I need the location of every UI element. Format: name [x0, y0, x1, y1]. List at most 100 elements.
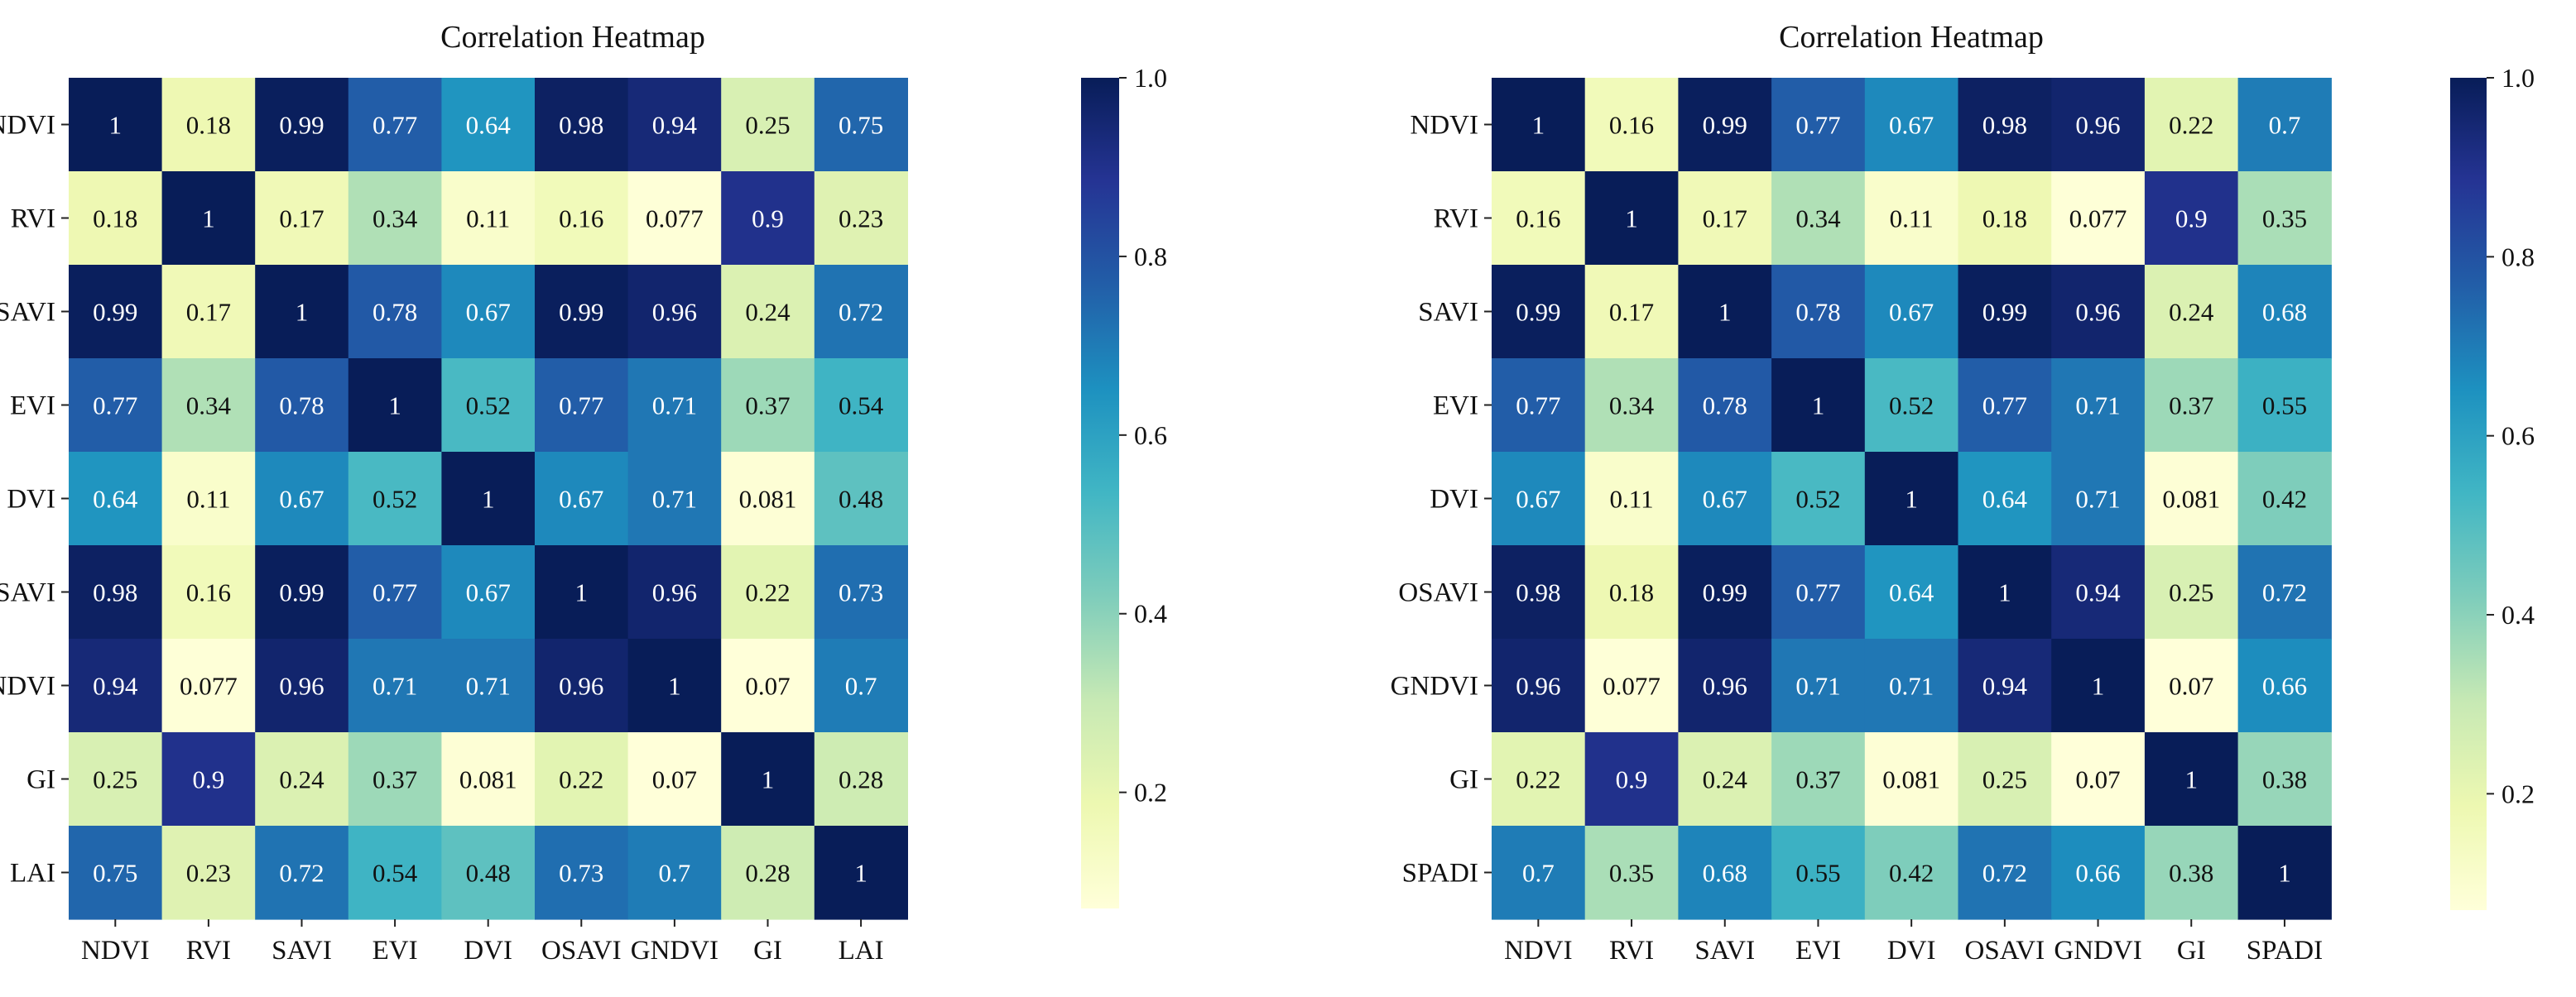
- heatmap-2-value-gi-gi: 1: [2185, 765, 2199, 794]
- heatmap-2-cell-evi-dvi: [1864, 358, 1959, 453]
- heatmap-1-value-rvi-dvi: 0.11: [466, 204, 510, 233]
- heatmap-1-value-gndvi-rvi: 0.077: [180, 672, 238, 701]
- heatmap-2-cell-spadi-ndvi: [1492, 826, 1586, 920]
- heatmap-1-cell-dvi-dvi: [441, 452, 536, 546]
- heatmap-1-value-savi-dvi: 0.67: [466, 298, 511, 327]
- heatmap-2-cell-spadi-savi: [1678, 826, 1772, 920]
- heatmap-1-colorbar-tick-label: 1.0: [1134, 63, 1167, 93]
- heatmap-1-cell-gndvi-savi: [255, 639, 349, 733]
- heatmap-1-value-savi-osavi: 0.99: [559, 298, 603, 327]
- heatmap-1-value-ndvi-ndvi: 1: [109, 111, 123, 140]
- heatmap-1-value-evi-rvi: 0.34: [186, 391, 232, 420]
- heatmap-1-cell-ndvi-gndvi: [627, 78, 722, 172]
- heatmap-1-cell-gndvi-ndvi: [69, 639, 163, 733]
- heatmap-2-value-gndvi-dvi: 0.71: [1889, 672, 1934, 701]
- heatmap-2-colorbar-tick-label: 0.8: [2502, 242, 2535, 271]
- heatmap-1-value-gi-gi: 1: [762, 765, 775, 794]
- heatmap-2-value-dvi-ndvi: 0.67: [1516, 485, 1560, 514]
- heatmap-1-value-osavi-gndvi: 0.96: [652, 578, 697, 607]
- heatmap-2-value-osavi-osavi: 1: [1998, 578, 2011, 607]
- heatmap-1-cell-savi-lai: [814, 265, 908, 359]
- heatmap-2-cell-gndvi-spadi: [2237, 639, 2332, 733]
- heatmap-2-value-ndvi-ndvi: 1: [1532, 111, 1545, 140]
- heatmap-2-value-spadi-rvi: 0.35: [1609, 859, 1654, 888]
- heatmap-2-cell-osavi-rvi: [1584, 545, 1679, 640]
- heatmap-2-cell-osavi-osavi: [1958, 545, 2052, 640]
- heatmap-2-colorbar-tick-label: 1.0: [2502, 63, 2535, 93]
- heatmap-2-value-dvi-evi: 0.52: [1795, 485, 1840, 514]
- heatmap-1-cell-evi-gi: [721, 358, 815, 453]
- heatmap-1-colorbar-tick-label: 0.4: [1134, 599, 1167, 629]
- heatmap-2-row-label-dvi: DVI: [1430, 485, 1478, 515]
- heatmap-1-value-osavi-osavi: 1: [575, 578, 589, 607]
- heatmap-2-col-label-gndvi: GNDVI: [2054, 936, 2141, 966]
- heatmap-1-cell-rvi-savi: [255, 171, 349, 266]
- heatmap-2-value-osavi-gndvi: 0.94: [2075, 578, 2121, 607]
- heatmap-2-col-label-savi: SAVI: [1694, 936, 1755, 966]
- heatmap-2-cell-dvi-savi: [1678, 452, 1772, 546]
- heatmap-1-cell-gndvi-gndvi: [627, 639, 722, 733]
- heatmap-1-value-lai-lai: 1: [854, 859, 867, 888]
- heatmap-2-cell-evi-rvi: [1584, 358, 1679, 453]
- heatmap-2-cell-gndvi-osavi: [1958, 639, 2052, 733]
- heatmap-2-cell-rvi-spadi: [2237, 171, 2332, 266]
- heatmap-1-cell-osavi-gi: [721, 545, 815, 640]
- heatmap-2-row-label-evi: EVI: [1433, 391, 1478, 421]
- heatmap-2-value-spadi-spadi: 1: [2278, 859, 2291, 888]
- heatmap-1-value-osavi-gi: 0.22: [745, 578, 790, 607]
- heatmap-1-cell-dvi-lai: [814, 452, 908, 546]
- heatmap-2-cell-ndvi-gndvi: [2051, 78, 2146, 172]
- heatmap-2-cell-savi-spadi: [2237, 265, 2332, 359]
- heatmap-1-cell-gndvi-dvi: [441, 639, 536, 733]
- heatmap-2-value-spadi-ndvi: 0.7: [1522, 859, 1555, 888]
- heatmap-1-value-rvi-osavi: 0.16: [559, 204, 603, 233]
- heatmap-1-cell-gi-savi: [255, 732, 349, 827]
- heatmap-2-value-gndvi-ndvi: 0.96: [1516, 672, 1560, 701]
- heatmap-1-cell-dvi-osavi: [535, 452, 629, 546]
- heatmap-2-value-rvi-gndvi: 0.077: [2069, 204, 2127, 233]
- heatmap-2-cell-gndvi-savi: [1678, 639, 1772, 733]
- heatmap-1-value-gi-osavi: 0.22: [559, 765, 603, 794]
- heatmap-2-cell-spadi-evi: [1771, 826, 1866, 920]
- heatmap-1-value-ndvi-rvi: 0.18: [186, 111, 231, 140]
- heatmap-1-col-label-ndvi: NDVI: [81, 936, 149, 966]
- heatmap-2-value-evi-evi: 1: [1812, 391, 1825, 420]
- heatmap-1-cell-lai-savi: [255, 826, 349, 920]
- heatmap-2-cell-spadi-dvi: [1864, 826, 1959, 920]
- heatmap-2-value-savi-osavi: 0.99: [1982, 298, 2027, 327]
- heatmap-2-value-savi-rvi: 0.17: [1609, 298, 1654, 327]
- heatmap-1-value-dvi-gi: 0.081: [739, 485, 797, 514]
- heatmap-2-cell-gi-savi: [1678, 732, 1772, 827]
- heatmap-1-value-ndvi-lai: 0.75: [839, 111, 883, 140]
- heatmap-2-cell-savi-rvi: [1584, 265, 1679, 359]
- heatmap-2-cell-dvi-rvi: [1584, 452, 1679, 546]
- heatmap-1-value-gndvi-ndvi: 0.94: [93, 672, 138, 701]
- heatmap-2-cell-gi-gi: [2144, 732, 2239, 827]
- heatmap-2-cell-ndvi-evi: [1771, 78, 1866, 172]
- heatmap-1-cell-savi-ndvi: [69, 265, 163, 359]
- heatmap-2-cell-osavi-gndvi: [2051, 545, 2146, 640]
- heatmap-1-cell-ndvi-osavi: [535, 78, 629, 172]
- heatmap-2-cell-spadi-rvi: [1584, 826, 1679, 920]
- heatmap-2-cell-spadi-spadi: [2237, 826, 2332, 920]
- heatmap-2-row-label-spadi: SPADI: [1402, 859, 1478, 889]
- heatmap-1-value-dvi-evi: 0.52: [372, 485, 417, 514]
- heatmap-2-value-rvi-savi: 0.17: [1703, 204, 1747, 233]
- heatmap-2-colorbar-tick-label: 0.2: [2502, 779, 2535, 808]
- heatmap-1-cell-ndvi-evi: [348, 78, 442, 172]
- heatmap-1-value-gndvi-savi: 0.96: [279, 672, 324, 701]
- heatmap-1-cell-osavi-lai: [814, 545, 908, 640]
- heatmap-1-cell-ndvi-ndvi: [69, 78, 163, 172]
- heatmap-1-cell-rvi-rvi: [161, 171, 256, 266]
- heatmap-1-value-gi-lai: 0.28: [839, 765, 883, 794]
- heatmap-1-cell-evi-savi: [255, 358, 349, 453]
- heatmap-1-value-osavi-savi: 0.99: [279, 578, 324, 607]
- heatmap-2-cell-evi-savi: [1678, 358, 1772, 453]
- heatmap-2-value-evi-dvi: 0.52: [1889, 391, 1934, 420]
- heatmap-1-cell-dvi-savi: [255, 452, 349, 546]
- heatmap-2-value-ndvi-dvi: 0.67: [1889, 111, 1934, 140]
- heatmap-1: Correlation Heatmap 1 0.18 0.99 0.77 0.64 0.98…: [0, 20, 1167, 966]
- heatmap-2-value-evi-gi: 0.37: [2169, 391, 2213, 420]
- heatmap-2-cell-rvi-savi: [1678, 171, 1772, 266]
- heatmap-2-col-label-dvi: DVI: [1887, 936, 1936, 966]
